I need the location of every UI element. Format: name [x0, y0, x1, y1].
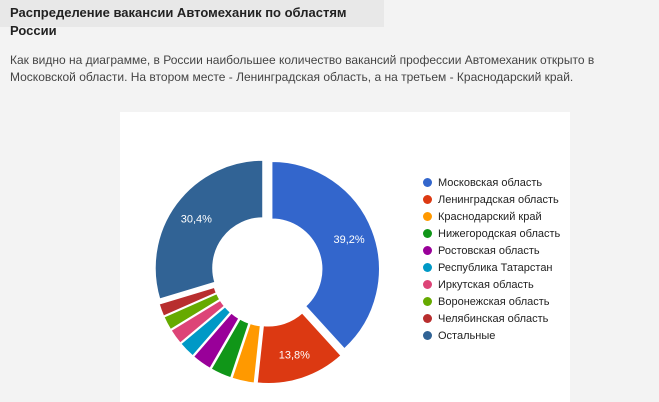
- pie-slice[interactable]: [270, 160, 381, 351]
- legend-item[interactable]: Московская область: [423, 174, 560, 191]
- legend-marker: [423, 263, 432, 272]
- section-header: Распределение вакансии Автомеханик по об…: [0, 0, 384, 38]
- legend-marker: [423, 331, 432, 340]
- legend-marker: [423, 212, 432, 221]
- slice-data-label: 30,4%: [181, 214, 212, 226]
- legend-label: Ленинградская область: [438, 193, 559, 206]
- legend-label: Остальные: [438, 329, 496, 342]
- legend-label: Иркутская область: [438, 278, 534, 291]
- pie-slice[interactable]: [230, 322, 262, 385]
- legend-marker: [423, 246, 432, 255]
- pie-slice[interactable]: [179, 305, 232, 358]
- legend-item[interactable]: Ростовская область: [423, 242, 560, 259]
- slice-data-label: 39,2%: [333, 234, 364, 246]
- legend-item[interactable]: Республика Татарстан: [423, 259, 560, 276]
- legend-marker: [423, 280, 432, 289]
- chart-legend: Московская область Ленинградская область К…: [423, 174, 560, 344]
- legend-item[interactable]: Воронежская область: [423, 293, 560, 310]
- pie-slice[interactable]: [192, 311, 241, 370]
- pie-slice[interactable]: [209, 317, 251, 379]
- slice-data-label: 13,8%: [279, 350, 310, 362]
- legend-marker: [423, 297, 432, 306]
- legend-label: Ростовская область: [438, 244, 540, 257]
- legend-label: Нижегородская область: [438, 227, 561, 240]
- legend-marker: [423, 195, 432, 204]
- legend-label: Московская область: [438, 176, 543, 189]
- legend-item[interactable]: Нижегородская область: [423, 225, 560, 242]
- legend-marker: [423, 178, 432, 187]
- legend-item[interactable]: Ленинградская область: [423, 191, 560, 208]
- legend-marker: [423, 314, 432, 323]
- pie-slice[interactable]: [157, 286, 218, 318]
- legend-label: Краснодарский край: [438, 210, 542, 223]
- legend-label: Воронежская область: [438, 295, 550, 308]
- legend-item[interactable]: Краснодарский край: [423, 208, 560, 225]
- donut-chart: 39,2% 13,8% 30,4%: [154, 159, 381, 385]
- page-title: Распределение вакансии Автомеханик по об…: [10, 5, 347, 38]
- legend-item[interactable]: Челябинская область: [423, 310, 560, 327]
- legend-marker: [423, 229, 432, 238]
- legend-item[interactable]: Иркутская область: [423, 276, 560, 293]
- legend-label: Челябинская область: [438, 312, 549, 325]
- legend-item[interactable]: Остальные: [423, 327, 560, 344]
- pie-slice[interactable]: [154, 159, 264, 301]
- pie-slice[interactable]: [256, 311, 343, 385]
- legend-label: Республика Татарстан: [438, 261, 553, 274]
- chart-description: Как видно на диаграмме, в России наиболь…: [10, 53, 595, 84]
- chart-panel: 39,2% 13,8% 30,4% Московская область Ленинг…: [120, 112, 570, 402]
